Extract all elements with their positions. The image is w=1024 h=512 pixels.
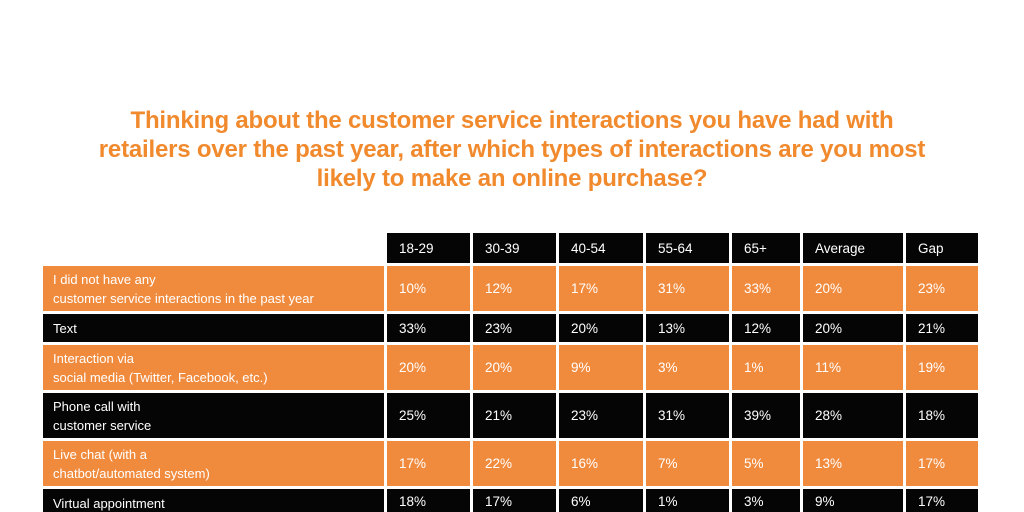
value-cell: 23% [473,314,556,342]
row-label: Interaction via social media (Twitter, F… [43,345,384,390]
value-cell: 31% [646,393,729,438]
value-cell: 7% [646,441,729,486]
column-header-65-: 65+ [732,233,800,263]
value-cell: 17% [559,266,643,311]
row-label: Text [43,314,384,342]
value-cell: 18% [387,489,470,512]
title-line-1: Thinking about the customer service inte… [130,107,894,134]
value-cell: 20% [803,266,903,311]
header-spacer-cell [43,233,384,263]
value-cell: 17% [387,441,470,486]
value-cell: 17% [906,441,978,486]
survey-question-title: Thinking about the customer service inte… [0,106,1024,193]
row-label: Virtual appointment [43,489,384,512]
value-cell: 3% [732,489,800,512]
value-cell: 13% [646,314,729,342]
row-label: I did not have any customer service inte… [43,266,384,311]
value-cell: 9% [559,345,643,390]
value-cell: 16% [559,441,643,486]
value-cell: 17% [473,489,556,512]
column-header-40-54: 40-54 [559,233,643,263]
value-cell: 1% [732,345,800,390]
value-cell: 20% [803,314,903,342]
column-header-gap: Gap [906,233,978,263]
value-cell: 12% [732,314,800,342]
value-cell: 39% [732,393,800,438]
column-header-30-39: 30-39 [473,233,556,263]
value-cell: 9% [803,489,903,512]
value-cell: 20% [559,314,643,342]
value-cell: 18% [906,393,978,438]
value-cell: 5% [732,441,800,486]
column-header-55-64: 55-64 [646,233,729,263]
value-cell: 31% [646,266,729,311]
row-label: Phone call with customer service [43,393,384,438]
value-cell: 28% [803,393,903,438]
row-label: Live chat (with a chatbot/automated syst… [43,441,384,486]
value-cell: 1% [646,489,729,512]
value-cell: 10% [387,266,470,311]
value-cell: 3% [646,345,729,390]
value-cell: 12% [473,266,556,311]
value-cell: 11% [803,345,903,390]
value-cell: 25% [387,393,470,438]
value-cell: 13% [803,441,903,486]
results-table: 18-29 30-39 40-54 55-64 65+ Average Gap I did n… [43,233,978,512]
value-cell: 21% [906,314,978,342]
value-cell: 20% [387,345,470,390]
column-header-average: Average [803,233,903,263]
value-cell: 21% [473,393,556,438]
title-line-2: retailers over the past year, after whic… [98,136,926,163]
value-cell: 22% [473,441,556,486]
value-cell: 33% [732,266,800,311]
value-cell: 33% [387,314,470,342]
value-cell: 23% [559,393,643,438]
value-cell: 20% [473,345,556,390]
value-cell: 19% [906,345,978,390]
title-line-3: likely to make an online purchase? [316,165,708,192]
value-cell: 17% [906,489,978,512]
value-cell: 23% [906,266,978,311]
column-header-18-29: 18-29 [387,233,470,263]
value-cell: 6% [559,489,643,512]
